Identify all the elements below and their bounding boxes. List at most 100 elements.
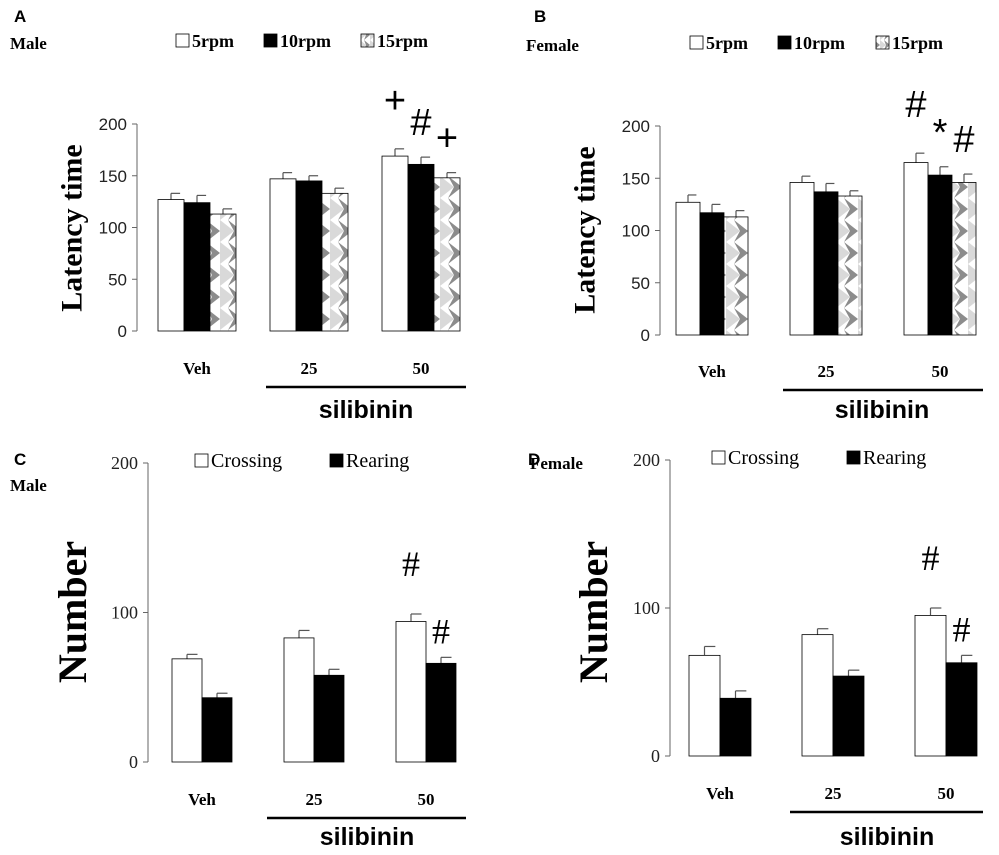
legend-swatch-15rpm: [875, 35, 890, 50]
y-tick-label: 50: [631, 274, 650, 293]
y-tick-label: 0: [118, 322, 127, 341]
legend-label: Rearing: [346, 450, 409, 472]
y-tick-label: 50: [108, 270, 127, 289]
bar-5rpm-veh: [675, 201, 701, 336]
y-tick-label: 150: [622, 169, 650, 188]
panel-a: A Male 0 50 100 150 200 Latency time Veh 25 50 +# + s…: [10, 7, 466, 424]
significance-marker: #: [953, 119, 974, 161]
x-tick-label: Veh: [183, 359, 211, 378]
x-tick-label: 50: [938, 784, 955, 803]
bar-10rpm-veh: [183, 202, 211, 332]
x-tick-label: 25: [301, 359, 318, 378]
legend-swatch-5rpm: [175, 33, 190, 48]
y-tick-label: 0: [129, 752, 138, 772]
legend-label: 15rpm: [892, 33, 943, 53]
legend-label: 5rpm: [192, 31, 234, 51]
legend-swatch-10rpm: [263, 33, 278, 48]
legend-label: Rearing: [863, 447, 926, 469]
panel-b: B Female 0 50 100 150 200 Latency time Veh 25 50 #*…: [526, 7, 983, 424]
significance-marker: #: [410, 102, 431, 144]
panel-subtitle: Female: [530, 454, 583, 473]
legend-label: 5rpm: [706, 33, 748, 53]
bar-15rpm-veh: [723, 216, 749, 336]
y-tick-label: 100: [622, 222, 650, 241]
legend: Crossing Rearing: [711, 447, 926, 469]
bar-crossing-50: [395, 621, 427, 763]
bar-10rpm-25: [295, 180, 323, 332]
legend: 5rpm 10rpm 15rpm: [689, 33, 943, 53]
legend-label: 10rpm: [794, 33, 845, 53]
bar-10rpm-veh: [699, 212, 725, 336]
panel-subtitle: Male: [10, 476, 47, 495]
panel-letter: D: [528, 450, 540, 469]
significance-marker: #: [402, 544, 420, 584]
x-tick-label: 25: [306, 790, 323, 809]
x-tick-label: 50: [932, 362, 949, 381]
legend-swatch-15rpm: [360, 33, 375, 48]
panel-letter: B: [534, 7, 546, 26]
y-tick-label: 200: [622, 117, 650, 136]
bar-rearing-50: [945, 662, 978, 757]
y-tick-label: 200: [99, 115, 127, 134]
bar-5rpm-25: [789, 182, 815, 336]
x-tick-label: Veh: [706, 784, 734, 803]
y-tick-label: 0: [651, 746, 660, 766]
x-tick-label: 50: [418, 790, 435, 809]
y-tick-label: 100: [633, 598, 660, 618]
legend-label: 15rpm: [377, 31, 428, 51]
bar-rearing-25: [313, 674, 345, 763]
bar-rearing-25: [832, 675, 865, 757]
y-tick-label: 150: [99, 167, 127, 186]
bar-10rpm-50: [407, 163, 435, 332]
panel-subtitle: Female: [526, 36, 579, 55]
panel-c: C Male 0 100 200 Number Veh 25 50 # # silibinin Cros…: [10, 450, 466, 851]
legend-swatch-crossing: [194, 453, 209, 468]
y-axis-label: Latency time: [569, 146, 602, 313]
bar-15rpm-veh: [209, 213, 237, 332]
y-tick-label: 100: [99, 219, 127, 238]
bar-rearing-50: [425, 662, 457, 763]
legend-label: 10rpm: [280, 31, 331, 51]
x-tick-label: Veh: [698, 362, 726, 381]
bar-crossing-50: [914, 615, 947, 757]
x-tick-label: 25: [818, 362, 835, 381]
y-tick-label: 200: [111, 453, 138, 473]
significance-marker: *: [933, 112, 948, 154]
group-label: silibinin: [840, 823, 934, 851]
y-tick-label: 0: [641, 326, 650, 345]
x-tick-label: Veh: [188, 790, 216, 809]
group-label: silibinin: [835, 396, 929, 424]
bar-5rpm-50: [381, 155, 409, 332]
panel-subtitle: Male: [10, 34, 47, 53]
significance-marker: +: [384, 80, 406, 122]
legend-label: Crossing: [211, 450, 282, 472]
significance-marker: #: [922, 538, 940, 578]
legend-swatch-rearing: [846, 450, 861, 465]
group-label: silibinin: [319, 396, 413, 424]
panel-letter: A: [14, 7, 26, 26]
bar-15rpm-25: [837, 195, 863, 336]
bar-crossing-veh: [688, 654, 721, 757]
y-axis-label: Latency time: [56, 144, 89, 311]
bar-10rpm-50: [927, 174, 953, 336]
y-axis-label: Number: [50, 541, 95, 683]
panel-letter: C: [14, 450, 26, 469]
significance-marker: +: [436, 118, 458, 160]
x-tick-label: 25: [825, 784, 842, 803]
bar-crossing-veh: [171, 658, 203, 763]
bar-rearing-veh: [719, 697, 752, 757]
legend: 5rpm 10rpm 15rpm: [175, 31, 428, 51]
bar-10rpm-25: [813, 191, 839, 336]
y-tick-label: 200: [633, 450, 660, 470]
significance-marker: #: [953, 609, 971, 649]
y-tick-label: 100: [111, 603, 138, 623]
bar-crossing-25: [801, 634, 834, 757]
significance-marker: #: [432, 611, 450, 651]
legend-swatch-rearing: [329, 453, 344, 468]
legend-swatch-crossing: [711, 450, 726, 465]
bar-rearing-veh: [201, 697, 233, 763]
bar-5rpm-veh: [157, 199, 185, 332]
legend-swatch-10rpm: [777, 35, 792, 50]
